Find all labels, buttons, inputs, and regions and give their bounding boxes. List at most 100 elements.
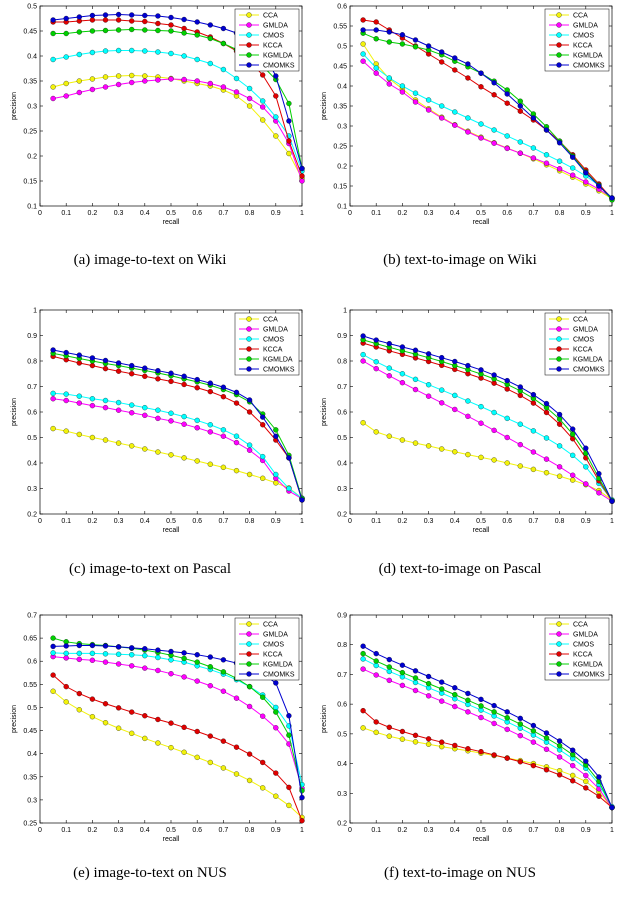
plot-area: 0 0.1 0.2 0.3 0.4 0.5 0.6 0.7 0.8 0.9 1 0.2 0.3 0.4 0.… [11,308,305,534]
legend-marker [556,62,562,68]
data-point [220,738,227,744]
y-axis-label: precision [321,92,328,120]
legend-label: CMOMKS [263,63,295,70]
data-point [168,410,174,416]
data-point [76,78,82,84]
data-point [412,739,419,745]
data-point [543,400,550,407]
data-point [425,107,432,113]
y-tick-label: 0.3 [337,791,347,798]
data-point [386,668,392,675]
data-point [129,443,135,449]
data-point [168,370,174,376]
data-point [89,642,96,649]
legend-label: CCA [573,317,588,324]
data-point [246,442,253,448]
y-tick-label: 0.45 [333,64,347,71]
data-point [50,84,56,90]
data-point [439,743,445,750]
data-point [168,378,174,385]
data-point [517,108,523,114]
legend-label: GMLDA [263,23,288,30]
data-point [373,359,379,365]
data-point [399,728,406,735]
data-point [220,669,227,675]
data-point [168,28,174,34]
data-point [543,735,550,741]
data-point [50,650,56,656]
data-point [246,471,253,478]
data-point [102,27,109,34]
data-point [233,439,240,446]
legend-marker [246,356,252,362]
data-point [504,460,510,466]
data-point [360,41,366,47]
y-tick-label: 0.7 [337,672,347,679]
data-point [260,72,266,78]
data-point [386,664,392,670]
data-point [168,648,174,655]
data-point [465,362,471,369]
data-point [583,481,589,487]
data-point [425,382,432,388]
data-point [76,393,82,399]
data-point [465,413,471,419]
data-point [142,18,148,25]
data-point [399,89,406,95]
data-point [207,80,213,87]
legend-marker [246,661,252,667]
data-point [504,415,510,422]
data-point [194,458,200,464]
data-point [168,452,174,458]
data-point [360,58,366,64]
data-point [386,29,392,35]
legend-marker [246,32,252,38]
data-point [63,54,69,60]
data-point [63,683,69,690]
legend-marker [246,52,252,58]
data-point [233,744,240,750]
data-point [102,357,109,364]
legend-marker [246,621,252,627]
data-point [425,741,432,747]
legend-marker [246,641,252,647]
data-point [89,12,96,19]
data-point [142,78,148,84]
data-point [115,368,122,374]
data-point [207,664,213,670]
legend-label: CMOMKS [573,367,605,374]
y-tick-label: 0.5 [27,705,37,712]
data-point [465,697,471,703]
data-point [439,686,445,692]
x-tick-label: 0.5 [476,210,486,217]
x-tick-label: 0.2 [88,210,98,217]
y-tick-label: 0.15 [333,184,347,191]
data-point [517,98,523,104]
data-point [570,772,576,779]
data-point [491,427,497,434]
data-point [273,725,279,731]
x-tick-label: 1 [300,210,304,217]
legend-label: CMOS [263,337,284,344]
y-tick-label: 0.55 [23,682,37,689]
x-tick-label: 0.5 [166,827,176,834]
data-point [129,371,135,377]
data-point [76,360,82,366]
data-point [360,725,366,731]
legend-label: KGMLDA [263,53,293,60]
data-point [260,104,266,110]
data-point [543,746,550,752]
data-point [530,145,537,151]
data-point [142,12,148,19]
data-point [504,726,510,733]
data-point [207,422,213,428]
data-point [373,337,379,343]
data-point [425,97,432,103]
data-point [63,80,69,87]
data-point [273,480,279,486]
data-point [194,56,200,63]
legend-label: CCA [573,13,588,20]
data-point [115,17,122,23]
data-point [273,793,279,799]
data-point [129,730,135,736]
